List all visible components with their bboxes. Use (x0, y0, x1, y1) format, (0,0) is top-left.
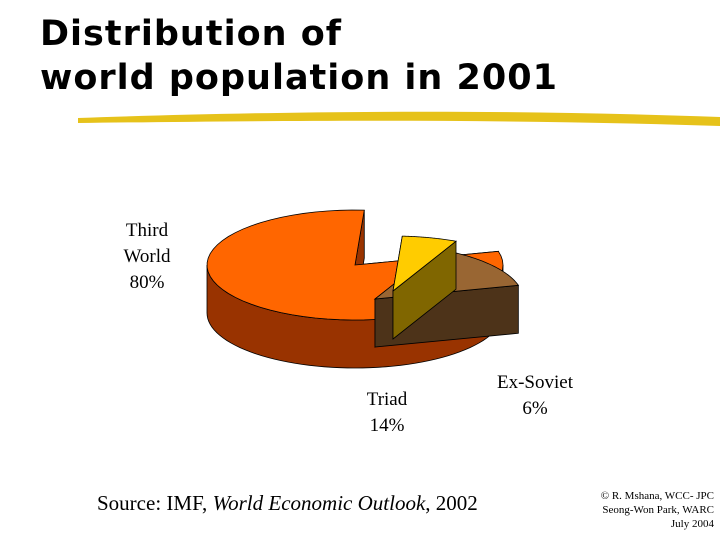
slice-label-name: Triad (366, 389, 408, 410)
pie-slice-1 (392, 235, 457, 340)
copyright-credit: © R. Mshana, WCC- JPC Seong-Won Park, WA… (601, 489, 714, 531)
slide-title-line2: world population in 2001 (40, 58, 558, 98)
slice-label-ex-soviet: Ex-Soviet 6% (480, 370, 590, 422)
slice-label-name-line2: World (123, 246, 171, 267)
credit-line-1: © R. Mshana, WCC- JPC (600, 490, 714, 502)
slice-label-name-line1: Third (125, 220, 169, 241)
source-year: , 2002 (425, 491, 478, 515)
source-publication: World Economic Outlook (212, 491, 426, 515)
slide-title: Distribution of world population in 2001 (40, 12, 558, 100)
title-underline-stroke (78, 111, 720, 126)
slice-label-triad: Triad 14% (342, 387, 432, 439)
pie-slice-top (392, 235, 457, 292)
slice-label-percent: 6% (522, 398, 548, 419)
credit-line-3: July 2004 (670, 518, 714, 530)
title-underline (78, 111, 720, 126)
source-prefix: Source: IMF, (97, 491, 213, 515)
pie-chart (206, 209, 520, 369)
source-note: Source: IMF, World Economic Outlook, 200… (97, 491, 478, 516)
slice-label-third-world: Third World 80% (104, 218, 190, 296)
credit-line-2: Seong-Won Park, WARC (602, 504, 714, 516)
slice-label-percent: 14% (369, 415, 405, 436)
slide-title-line1: Distribution of (40, 14, 342, 54)
slice-label-name: Ex-Soviet (497, 372, 573, 393)
slice-label-percent: 80% (129, 272, 165, 293)
